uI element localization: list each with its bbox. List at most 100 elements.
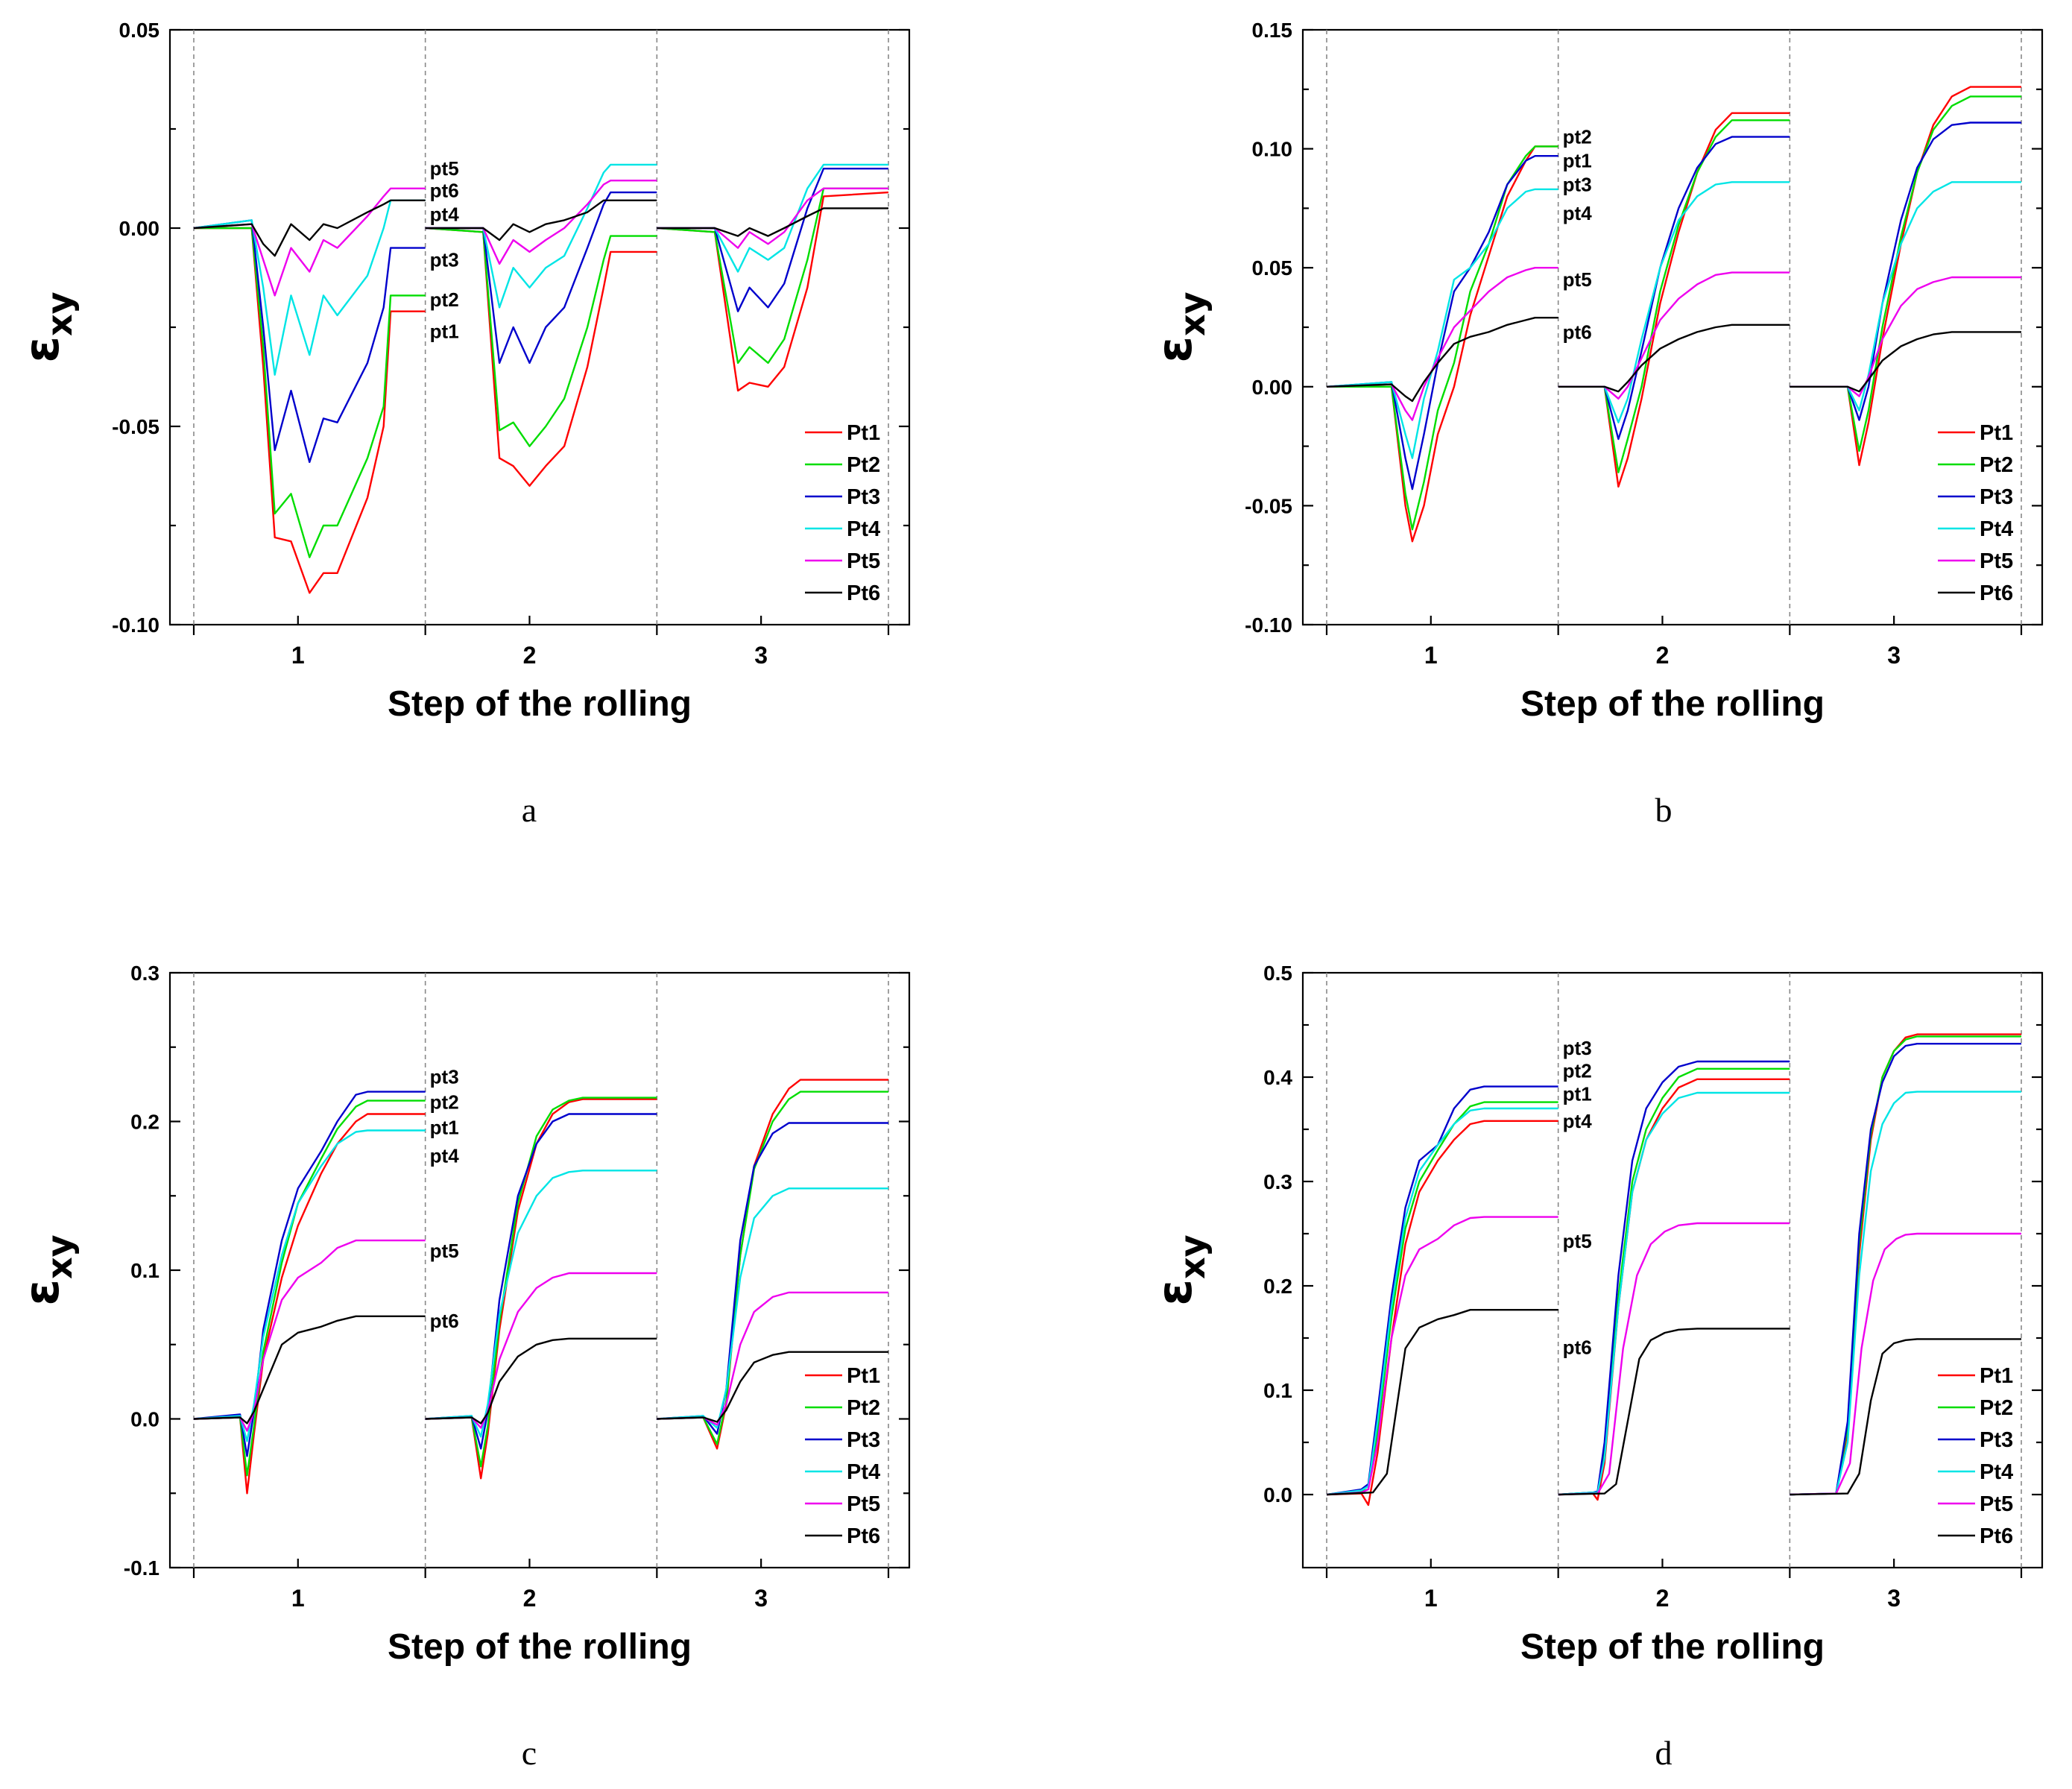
series-line-pt3-step-3: [657, 1122, 888, 1435]
legend-label: Pt5: [847, 549, 880, 573]
point-label-pt1: pt1: [1563, 1082, 1592, 1105]
y-tick-label: -0.10: [112, 613, 159, 637]
series-line-pt3-step-2: [425, 191, 657, 365]
point-label-pt5: pt5: [430, 157, 459, 180]
point-label-pt5: pt5: [430, 1240, 459, 1262]
legend-label: Pt4: [847, 517, 880, 541]
series-group: [193, 1079, 888, 1495]
series-line-pt3-step-1: [193, 219, 426, 464]
series-line-pt6-step-1: [1326, 317, 1558, 403]
y-axis-subscript: xy: [1172, 291, 1213, 336]
y-tick-label: 0.00: [1252, 376, 1293, 399]
legend-label: Pt1: [1980, 1364, 2013, 1388]
series-line-pt6-step-2: [1558, 324, 1790, 393]
series-line-pt3-step-3: [1790, 1043, 2021, 1496]
y-tick-label: 0.05: [119, 19, 160, 42]
series-line-pt4-step-1: [193, 1129, 426, 1442]
series-line-pt5-step-3: [657, 1291, 888, 1426]
point-label-pt4: pt4: [430, 203, 460, 225]
legend-label: Pt3: [1980, 1428, 2013, 1452]
y-tick-label: 0.15: [1252, 19, 1293, 42]
panel-caption: d: [1655, 1734, 1673, 1772]
point-label-pt2: pt2: [1563, 126, 1592, 148]
series-line-pt6-step-2: [425, 199, 657, 242]
point-label-pt3: pt3: [1563, 173, 1592, 195]
series-line-pt2-step-1: [1326, 1101, 1558, 1496]
series-line-pt6-step-2: [1558, 1328, 1790, 1496]
series-line-pt3-step-3: [1790, 122, 2021, 421]
x-axis-label: Step of the rolling: [1520, 1627, 1825, 1667]
y-axis-label: εxy: [1148, 1234, 1213, 1305]
y-tick-label: 0.05: [1252, 256, 1293, 280]
series-line-pt4-step-1: [193, 199, 426, 376]
series-line-pt5-step-2: [1558, 1222, 1790, 1496]
series-line-pt4-step-3: [1790, 1091, 2021, 1496]
series-line-pt1-step-1: [1326, 1120, 1558, 1506]
series-line-pt2-step-2: [1558, 1067, 1790, 1496]
series-line-pt4-step-2: [425, 163, 657, 309]
legend-label: Pt3: [1980, 485, 2013, 509]
point-label-pt6: pt6: [430, 1310, 459, 1332]
series-line-pt2-step-3: [657, 1091, 888, 1445]
y-tick-label: 0.0: [1263, 1483, 1292, 1506]
series-line-pt5-step-1: [1326, 267, 1558, 421]
series-line-pt3-step-1: [1326, 1085, 1558, 1496]
series-line-pt4-step-3: [1790, 181, 2021, 411]
point-label-pt2: pt2: [430, 1091, 459, 1114]
series-line-pt2-step-3: [657, 187, 888, 365]
series-line-pt6-step-1: [193, 1315, 426, 1424]
y-axis-symbol: ε: [1148, 336, 1203, 363]
y-axis-symbol: ε: [15, 336, 70, 363]
series-line-pt4-step-1: [1326, 188, 1558, 459]
series-line-pt1-step-2: [1558, 112, 1790, 488]
panel-caption: a: [522, 791, 537, 829]
point-label-pt1: pt1: [1563, 150, 1592, 172]
panel-a: -0.10 -0.05 0.00 0.05 1 2 3 Step of the rolling…: [15, 19, 911, 829]
legend-label: Pt2: [1980, 453, 2013, 477]
series-line-pt2-step-1: [1327, 145, 1558, 531]
series-line-pt3-step-3: [657, 168, 888, 312]
x-tick-label: 1: [291, 1585, 305, 1612]
series-line-pt5-step-2: [1558, 271, 1790, 400]
y-tick-label: 0.2: [130, 1111, 159, 1134]
point-label-pt6: pt6: [430, 179, 459, 201]
legend-label: Pt3: [847, 485, 880, 509]
panel-caption: c: [522, 1734, 537, 1772]
series-line-pt1-step-3: [1790, 1033, 2021, 1496]
legend-label: Pt2: [1980, 1396, 2013, 1420]
series-line-pt6-step-1: [193, 199, 426, 257]
point-label-pt3: pt3: [1563, 1037, 1592, 1059]
x-tick-label: 3: [754, 1585, 768, 1612]
x-tick-label: 2: [523, 1585, 537, 1612]
point-label-pt4: pt4: [1563, 1110, 1593, 1132]
x-axis-label: Step of the rolling: [388, 1627, 692, 1667]
series-line-pt1-step-2: [425, 227, 657, 487]
legend-label: Pt3: [847, 1428, 880, 1452]
series-line-pt6-step-3: [1790, 331, 2021, 393]
x-tick-label: 2: [523, 642, 537, 669]
series-line-pt1-step-2: [425, 1098, 657, 1480]
y-axis-label: εxy: [1148, 291, 1213, 362]
series-line-pt5-step-2: [425, 1272, 657, 1429]
y-tick-label: -0.05: [112, 415, 159, 438]
series-line-pt4-step-3: [657, 163, 888, 273]
series-line-pt3-step-1: [1326, 155, 1558, 490]
point-label-pt6: pt6: [1563, 1337, 1592, 1359]
panel-c: -0.1 0.0 0.1 0.2 0.3 1 2 3 Step of the rolling εx…: [15, 962, 911, 1772]
series-line-pt2-step-3: [1790, 1035, 2021, 1496]
series-line-pt4-step-2: [425, 1170, 657, 1438]
series-line-pt2-step-1: [193, 1099, 426, 1477]
x-tick-label: 1: [1424, 1585, 1438, 1612]
legend-label: Pt5: [847, 1492, 880, 1516]
series-line-pt6-step-2: [425, 1337, 657, 1424]
y-axis-symbol: ε: [1148, 1279, 1203, 1306]
series-line-pt4-step-1: [1326, 1107, 1558, 1496]
legend-label: Pt4: [1980, 517, 2013, 541]
x-tick-label: 3: [1887, 642, 1901, 669]
y-tick-label: 0.10: [1252, 138, 1293, 161]
x-tick-label: 1: [1424, 642, 1438, 669]
point-label-pt4: pt4: [430, 1144, 460, 1167]
series-line-pt3-step-2: [1558, 1060, 1790, 1496]
y-tick-label: 0.5: [1263, 962, 1292, 985]
series-line-pt4-step-2: [1558, 1091, 1790, 1496]
